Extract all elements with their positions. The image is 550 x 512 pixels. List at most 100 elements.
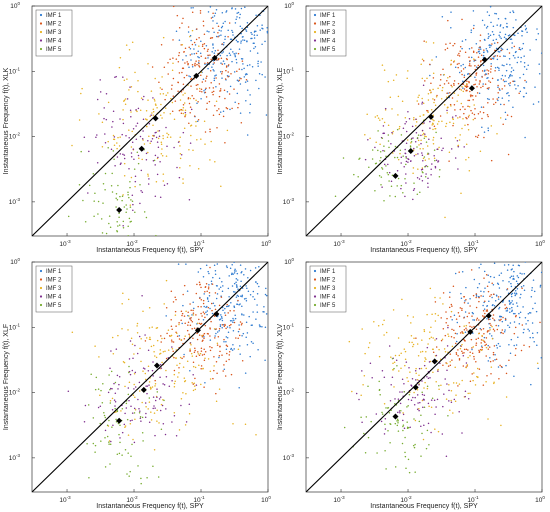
point-imf-4	[133, 388, 135, 390]
point-imf-3	[364, 134, 366, 136]
point-imf-3	[152, 124, 154, 127]
point-imf-3	[422, 132, 425, 135]
point-imf-2	[225, 57, 228, 60]
point-imf-4	[448, 400, 450, 402]
point-imf-2	[225, 69, 227, 72]
point-imf-2	[207, 286, 210, 288]
point-imf-5	[385, 468, 387, 470]
point-imf-2	[188, 46, 190, 48]
legend-swatch-imf-2	[39, 278, 43, 281]
point-imf-2	[205, 108, 208, 110]
point-imf-3	[431, 118, 434, 121]
point-imf-2	[454, 342, 457, 345]
point-imf-1	[240, 272, 242, 274]
point-imf-1	[193, 53, 196, 55]
point-imf-2	[490, 65, 492, 67]
point-imf-2	[228, 358, 230, 361]
point-imf-1	[252, 42, 255, 45]
legend-entry: IMF 1	[46, 13, 62, 19]
point-imf-2	[205, 77, 207, 79]
point-imf-3	[448, 383, 450, 386]
point-imf-1	[231, 31, 234, 33]
point-imf-1	[225, 348, 228, 351]
point-imf-3	[441, 89, 443, 92]
point-imf-2	[494, 101, 497, 104]
point-imf-2	[230, 73, 232, 75]
point-imf-3	[465, 366, 468, 369]
point-imf-5	[152, 465, 154, 468]
point-imf-2	[204, 57, 207, 59]
point-imf-3	[460, 192, 462, 195]
point-imf-3	[192, 389, 195, 392]
point-imf-1	[175, 30, 178, 33]
point-imf-3	[165, 279, 168, 282]
point-imf-3	[182, 106, 185, 109]
point-imf-3	[215, 100, 218, 102]
point-imf-1	[232, 330, 235, 332]
point-imf-3	[121, 328, 123, 330]
point-imf-4	[446, 345, 449, 347]
point-imf-1	[239, 303, 241, 305]
point-imf-3	[457, 94, 459, 96]
point-imf-3	[426, 77, 428, 79]
point-imf-4	[367, 139, 369, 141]
point-imf-1	[208, 284, 210, 286]
point-imf-2	[473, 113, 476, 116]
point-imf-3	[185, 310, 187, 313]
point-imf-1	[494, 358, 496, 361]
point-imf-1	[219, 324, 222, 326]
point-imf-2	[469, 351, 471, 354]
point-imf-2	[163, 337, 166, 340]
point-imf-1	[483, 24, 486, 26]
point-imf-5	[416, 146, 418, 148]
point-imf-2	[210, 320, 212, 323]
point-imf-1	[244, 268, 247, 270]
point-imf-4	[117, 388, 119, 390]
point-imf-2	[475, 296, 477, 299]
point-imf-3	[232, 422, 234, 425]
point-imf-2	[209, 335, 211, 337]
point-imf-2	[203, 332, 206, 335]
point-imf-3	[421, 167, 424, 169]
point-imf-2	[446, 47, 449, 49]
point-imf-1	[233, 348, 235, 350]
point-imf-3	[458, 383, 461, 385]
point-imf-5	[424, 165, 426, 168]
point-imf-3	[424, 159, 427, 161]
point-imf-1	[486, 25, 489, 28]
point-imf-3	[162, 134, 164, 137]
point-imf-3	[422, 102, 425, 105]
point-imf-3	[441, 338, 444, 340]
point-imf-1	[532, 336, 534, 339]
point-imf-2	[457, 349, 459, 351]
point-imf-5	[82, 199, 84, 202]
point-imf-3	[134, 418, 136, 420]
point-imf-1	[205, 311, 207, 313]
point-imf-4	[110, 148, 113, 151]
point-imf-4	[165, 408, 167, 410]
point-imf-1	[229, 85, 232, 88]
point-imf-2	[178, 54, 180, 57]
point-imf-2	[212, 12, 214, 14]
series-imf-2	[144, 266, 244, 395]
point-imf-4	[143, 95, 145, 98]
point-imf-5	[148, 397, 151, 399]
point-imf-2	[513, 332, 516, 335]
point-imf-3	[155, 327, 158, 329]
point-imf-4	[119, 153, 122, 155]
point-imf-1	[236, 285, 238, 287]
point-imf-1	[516, 305, 519, 307]
point-imf-2	[459, 116, 461, 118]
point-imf-1	[240, 58, 243, 60]
point-imf-4	[185, 421, 188, 423]
point-imf-2	[493, 330, 496, 332]
point-imf-3	[193, 382, 196, 385]
mean-marker-imf-2	[467, 328, 474, 335]
point-imf-1	[492, 39, 495, 42]
point-imf-2	[470, 269, 473, 271]
point-imf-4	[413, 155, 416, 157]
point-imf-1	[510, 295, 513, 298]
point-imf-5	[377, 149, 379, 152]
point-imf-3	[415, 153, 417, 156]
point-imf-4	[418, 383, 420, 386]
